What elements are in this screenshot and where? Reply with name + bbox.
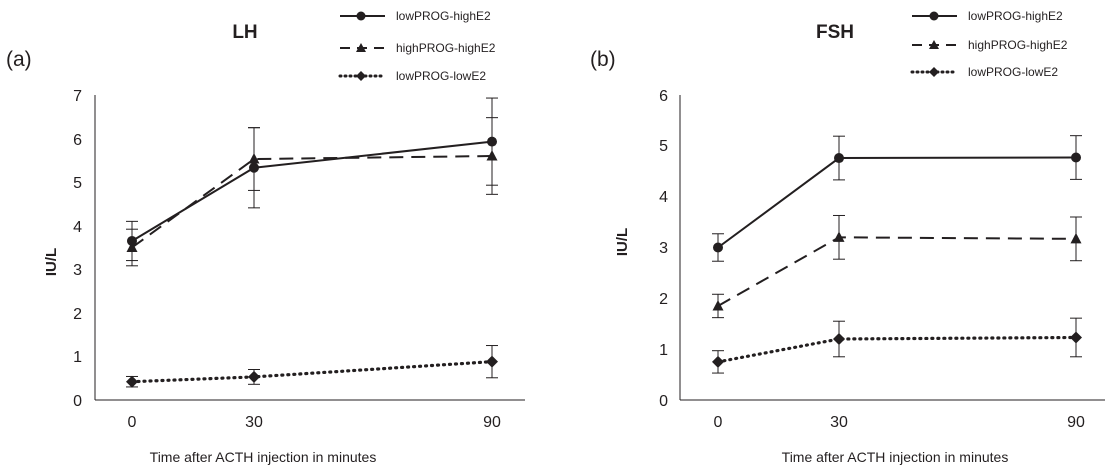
y-tick-label: 7 — [73, 88, 82, 105]
x-axis-label: Time after ACTH injection in minutes — [150, 449, 377, 465]
y-tick-label: 6 — [659, 88, 668, 105]
legend-marker-diamond — [929, 67, 939, 77]
legend-label: lowPROG-highE2 — [968, 9, 1063, 23]
legend-marker-circle — [356, 11, 366, 21]
chart-title: FSH — [816, 22, 854, 43]
y-tick-label: 0 — [659, 393, 668, 410]
legend: lowPROG-highE2 highPROG-highE2 lowPROG-l… — [910, 9, 1068, 79]
legend-label: highPROG-highE2 — [396, 41, 496, 55]
panel-label: (a) — [6, 48, 32, 71]
series-line — [717, 156, 1077, 249]
series-line — [716, 335, 1078, 364]
legend-label: lowPROG-lowE2 — [396, 69, 486, 83]
y-tick-label: 2 — [73, 306, 82, 323]
legend-label: highPROG-highE2 — [968, 38, 1068, 52]
panel-a: (a) LH IU/L Time after ACTH injection in… — [6, 9, 525, 465]
data-point-triangle — [486, 150, 498, 161]
y-tick-label: 1 — [73, 349, 82, 366]
legend-marker-circle — [929, 11, 939, 21]
x-axis-label: Time after ACTH injection in minutes — [782, 449, 1009, 465]
y-tick-label: 2 — [659, 291, 668, 308]
x-tick-label: 30 — [245, 414, 263, 431]
y-axis-label: IU/L — [43, 248, 60, 276]
data-point-diamond — [248, 370, 260, 383]
legend-label: lowPROG-lowE2 — [968, 65, 1058, 79]
x-tick-label: 90 — [1067, 414, 1085, 431]
series-line — [130, 360, 494, 384]
panel-b: (b) FSH IU/L Time after ACTH injection i… — [590, 9, 1105, 465]
series-line — [717, 236, 1077, 307]
data-point-circle — [1071, 152, 1081, 163]
y-tick-label: 0 — [73, 393, 82, 410]
plot-area — [126, 97, 498, 388]
data-point-triangle — [126, 241, 138, 252]
legend-marker-diamond — [356, 71, 366, 81]
y-tick-label: 3 — [659, 240, 668, 257]
data-point-diamond — [712, 355, 724, 368]
data-point-diamond — [1070, 331, 1082, 344]
chart-title: LH — [232, 22, 257, 43]
data-point-triangle — [712, 299, 724, 311]
legend-marker-triangle — [356, 43, 366, 52]
data-point-circle — [834, 153, 844, 164]
x-tick-label: 0 — [128, 414, 137, 431]
x-tick-label: 90 — [483, 414, 501, 431]
data-point-triangle — [833, 231, 845, 242]
series-line — [131, 155, 493, 249]
data-point-triangle — [1070, 232, 1082, 244]
y-tick-label: 1 — [659, 342, 668, 359]
legend: lowPROG-highE2 highPROG-highE2 lowPROG-l… — [338, 9, 496, 83]
x-tick-label: 30 — [830, 414, 848, 431]
plot-area — [712, 135, 1082, 374]
data-point-diamond — [833, 333, 845, 345]
legend-marker-triangle — [929, 40, 939, 49]
y-tick-label: 5 — [659, 138, 668, 155]
y-axis-label: IU/L — [614, 228, 631, 256]
y-tick-label: 5 — [73, 175, 82, 192]
y-tick-label: 4 — [73, 219, 82, 236]
data-point-triangle — [248, 153, 260, 164]
panel-label: (b) — [590, 48, 616, 71]
y-tick-label: 3 — [73, 262, 82, 279]
legend-label: lowPROG-highE2 — [396, 9, 491, 23]
data-point-diamond — [126, 375, 138, 388]
y-tick-label: 6 — [73, 132, 82, 149]
x-tick-label: 0 — [714, 414, 723, 431]
data-point-circle — [713, 242, 723, 253]
y-tick-label: 4 — [659, 189, 668, 206]
data-point-diamond — [486, 355, 498, 368]
